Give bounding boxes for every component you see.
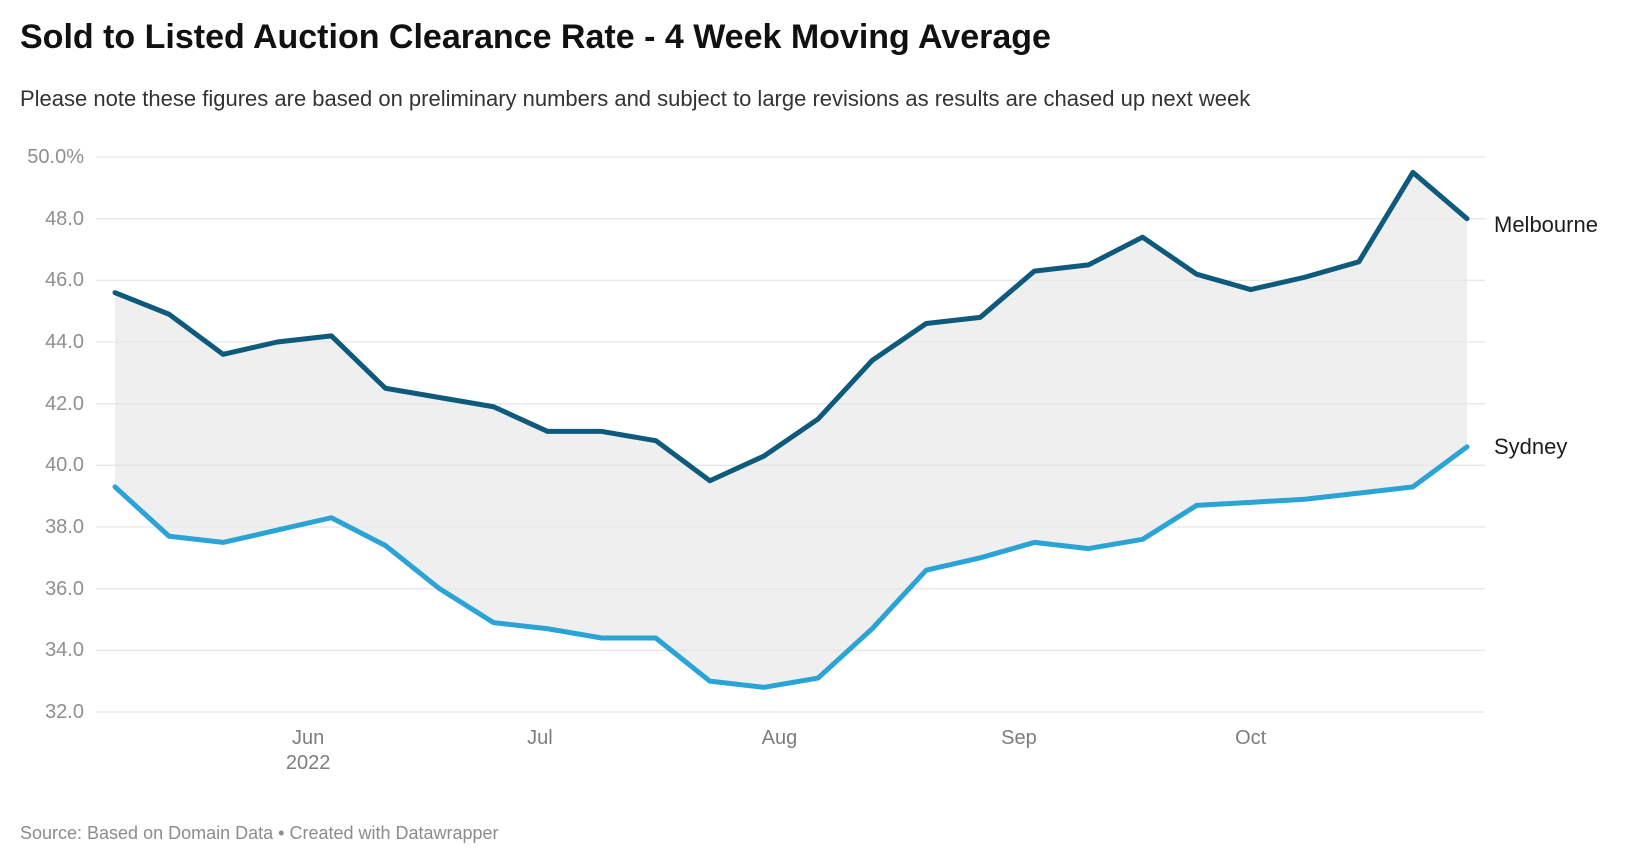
x-axis-label: Aug xyxy=(719,726,839,751)
chart-title: Sold to Listed Auction Clearance Rate - … xyxy=(20,18,1051,56)
chart-footer: Source: Based on Domain Data • Created w… xyxy=(20,823,499,843)
y-axis-label: 46.0 xyxy=(45,269,84,292)
x-axis-label-month: Aug xyxy=(761,727,798,749)
chart-subtitle: Please note these figures are based on p… xyxy=(20,86,1251,111)
x-axis-label-month: Oct xyxy=(1235,727,1267,749)
series-line-melbourne xyxy=(112,169,1470,484)
x-axis-label-month: Jul xyxy=(527,727,553,749)
x-axis-label-month: Sep xyxy=(1001,727,1037,749)
band-area xyxy=(115,172,1467,688)
y-axis-label: 38.0 xyxy=(45,516,84,538)
y-axis-label: 32.0 xyxy=(45,701,84,723)
x-axis-label: Jul xyxy=(480,726,600,751)
x-axis-label-month: Jun xyxy=(292,727,325,749)
x-axis-label: Oct xyxy=(1191,726,1311,751)
series-label-sydney: Sydney xyxy=(1494,434,1568,459)
x-axis-label-year: 2022 xyxy=(285,752,331,774)
y-axis-label: 40.0 xyxy=(45,454,84,477)
y-axis-label: 48.0 xyxy=(45,207,84,230)
series-line-sydney xyxy=(112,444,1470,690)
y-axis-label: 50.0% xyxy=(27,146,84,168)
y-axis-label: 36.0 xyxy=(45,577,84,600)
y-axis-label: 34.0 xyxy=(45,639,84,662)
series-label-melbourne: Melbourne xyxy=(1494,212,1598,237)
x-axis-label: Sep xyxy=(959,726,1079,751)
y-axis-label: 42.0 xyxy=(45,392,84,415)
y-axis-label: 44.0 xyxy=(45,331,84,353)
x-axis-label: Jun 2022 xyxy=(248,726,368,776)
